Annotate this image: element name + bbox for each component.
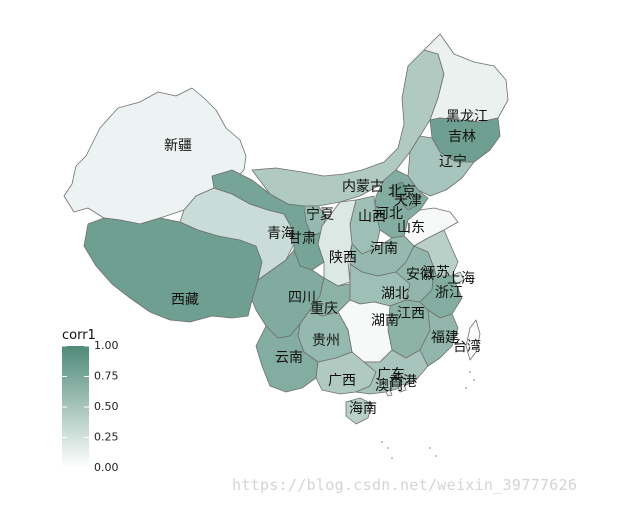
label-liaoning: 辽宁 [439, 153, 467, 170]
label-chongqing: 重庆 [310, 301, 338, 317]
province-aomen[interactable] [385, 389, 393, 397]
label-anhui: 安徽 [406, 267, 434, 283]
label-jiangsu: 江苏 [422, 265, 450, 281]
province-tianjin[interactable] [401, 195, 417, 211]
legend: corr1 1.00 0.75 0.50 0.25 0.00 [62, 328, 119, 474]
label-shaanxi: 陕西 [329, 250, 357, 266]
label-guizhou: 贵州 [312, 333, 340, 349]
label-hainan: 海南 [349, 401, 377, 417]
label-xianggang: 香港 [389, 374, 417, 390]
province-fujian[interactable] [419, 309, 459, 367]
province-shaanxi[interactable] [317, 199, 357, 287]
label-yunnan: 云南 [275, 350, 303, 366]
legend-tick-label: 0.75 [94, 370, 119, 383]
provinces-layer [63, 33, 509, 425]
province-hainan[interactable] [345, 397, 373, 425]
label-zhejiang: 浙江 [435, 285, 463, 301]
label-neimenggu: 内蒙古 [342, 179, 384, 195]
islands-decoration [381, 371, 475, 459]
label-fujian: 福建 [431, 330, 459, 346]
label-shandong: 山东 [397, 220, 425, 236]
label-gansu: 甘肃 [288, 231, 316, 247]
label-beijing: 北京 [388, 184, 416, 200]
legend-tick-label: 0.00 [94, 461, 119, 474]
province-taiwan[interactable] [465, 319, 481, 361]
label-guangdong: 广东 [377, 367, 405, 383]
label-ningxia: 宁夏 [306, 206, 334, 223]
label-henan: 河南 [370, 241, 398, 257]
label-shanxi: 山西 [358, 209, 386, 225]
legend-tick-label: 0.25 [94, 431, 119, 444]
label-xinjiang: 新疆 [164, 138, 192, 154]
label-aomen: 澳门 [375, 378, 403, 394]
label-tianjin: 天津 [394, 193, 422, 209]
label-heilongjiang: 黑龙江 [446, 109, 488, 125]
watermark-text: https://blog.csdn.net/weixin_39777626 [232, 476, 578, 494]
legend-tick-label: 0.50 [94, 400, 119, 413]
label-jiangxi: 江西 [397, 306, 425, 322]
label-shanghai: 上海 [447, 271, 475, 287]
label-qinghai: 青海 [267, 226, 295, 242]
province-beijing[interactable] [391, 181, 409, 199]
label-hunan: 湖南 [371, 313, 399, 329]
label-hebei: 河北 [375, 206, 403, 222]
province-guangdong[interactable] [355, 349, 429, 395]
label-guangxi: 广西 [328, 373, 356, 389]
legend-title: corr1 [62, 328, 96, 343]
label-hubei: 湖北 [381, 286, 409, 302]
label-sichuan: 四川 [288, 290, 316, 306]
label-xizang: 西藏 [171, 292, 199, 308]
province-xianggang[interactable] [397, 383, 407, 393]
label-jilin: 吉林 [448, 129, 476, 145]
province-jiangsu[interactable] [413, 229, 459, 277]
legend-tick-label: 1.00 [94, 339, 119, 352]
legend-tick-marks [62, 345, 89, 438]
province-labels: 新疆 西藏 青海 甘肃 内蒙古 黑龙江 吉林 辽宁 河北 北京 天津 山西 山东… [164, 109, 488, 417]
label-taiwan: 台湾 [453, 338, 481, 355]
